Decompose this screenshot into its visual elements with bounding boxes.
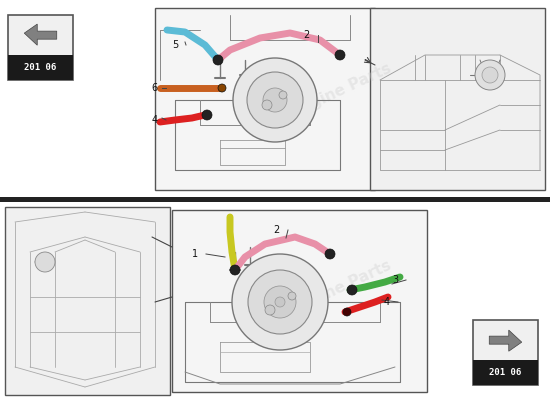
Circle shape (325, 249, 335, 259)
Text: 201 06: 201 06 (24, 63, 57, 72)
Text: ETka Engine Parts: ETka Engine Parts (246, 257, 393, 337)
Bar (8, 15, 73, 80)
Circle shape (218, 84, 226, 92)
Circle shape (263, 88, 287, 112)
Circle shape (230, 265, 240, 275)
Text: 3: 3 (392, 275, 398, 285)
Circle shape (335, 50, 345, 60)
Bar (172, 210, 427, 392)
Circle shape (232, 254, 328, 350)
Circle shape (264, 286, 296, 318)
Circle shape (279, 91, 287, 99)
Bar (155, 8, 375, 190)
Circle shape (248, 270, 312, 334)
Polygon shape (24, 24, 57, 45)
Circle shape (475, 60, 505, 90)
Text: 1: 1 (192, 249, 198, 259)
Circle shape (343, 308, 351, 316)
Text: 6: 6 (152, 83, 158, 93)
Circle shape (482, 67, 498, 83)
Circle shape (233, 58, 317, 142)
Circle shape (213, 55, 223, 65)
Circle shape (262, 100, 272, 110)
Circle shape (202, 110, 212, 120)
Circle shape (247, 72, 303, 128)
Bar (370, 8, 545, 190)
Text: 5: 5 (172, 40, 178, 50)
Text: 4: 4 (152, 115, 158, 125)
Polygon shape (490, 330, 522, 351)
Text: ETka Engine Parts: ETka Engine Parts (246, 60, 393, 140)
Text: 4: 4 (384, 297, 390, 307)
Bar (473, 360, 538, 385)
Bar (473, 320, 538, 385)
Text: 2: 2 (304, 30, 310, 40)
Circle shape (288, 292, 296, 300)
Bar (0, 197, 550, 202)
Text: 201 06: 201 06 (490, 368, 521, 377)
Circle shape (265, 305, 275, 315)
Text: 2: 2 (274, 225, 280, 235)
Bar (5, 207, 170, 395)
Circle shape (347, 285, 357, 295)
Circle shape (275, 297, 285, 307)
Circle shape (35, 252, 55, 272)
Bar (8, 55, 73, 80)
